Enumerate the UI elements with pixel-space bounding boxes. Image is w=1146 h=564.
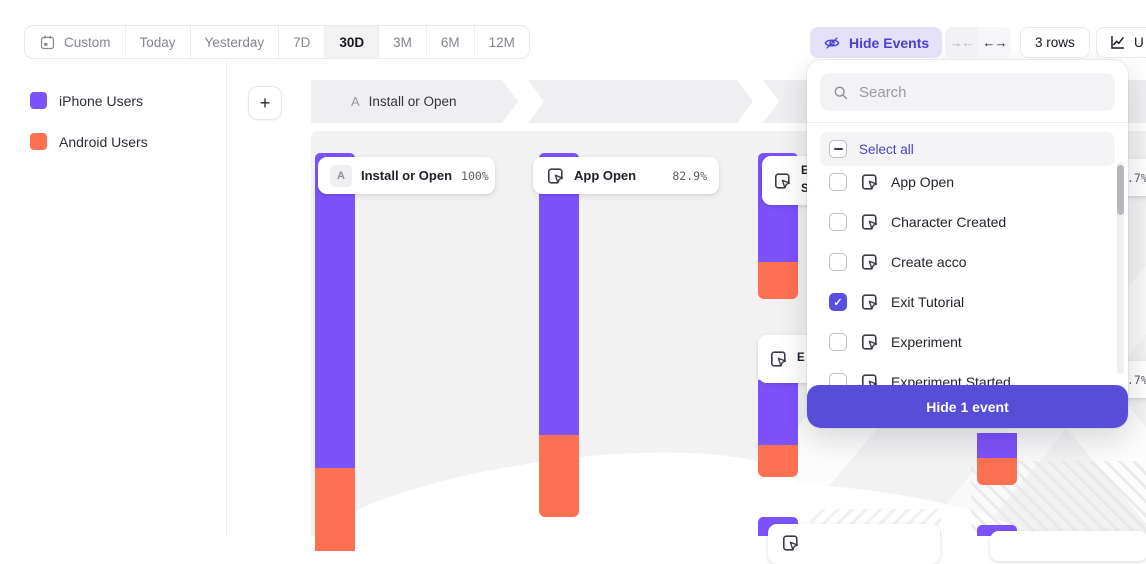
bar-step2[interactable]	[539, 153, 579, 517]
android-swatch	[30, 133, 47, 150]
dropdown-scrollbar-track[interactable]	[1117, 162, 1124, 374]
bar-step3-row2[interactable]	[758, 380, 798, 477]
dropdown-divider	[807, 122, 1128, 123]
step-prefix: A	[351, 94, 360, 109]
range-today[interactable]: Today	[124, 26, 190, 58]
legend-item-iphone: iPhone Users	[30, 92, 143, 109]
event-icon	[768, 349, 788, 369]
eye-off-icon	[823, 34, 841, 52]
bar-step1-iphone	[315, 153, 355, 468]
bar-step4-row3-iphone	[977, 525, 1017, 536]
range-3m[interactable]: 3M	[378, 26, 426, 58]
range-7d[interactable]: 7D	[278, 26, 324, 58]
bar-step2-android	[539, 435, 579, 517]
expand-columns-button[interactable]: ←→	[978, 27, 1011, 58]
bar-step3-row2-iphone	[758, 380, 798, 445]
bar-step3-row2-android	[758, 445, 798, 477]
step-card-two-line-label: E S	[801, 165, 809, 195]
hide-events-dropdown: Select all App Open Character Created Cr…	[807, 60, 1128, 428]
select-all-label: Select all	[859, 141, 914, 157]
event-icon	[859, 292, 879, 312]
step-card-install-or-open[interactable]: A Install or Open 100%	[318, 157, 495, 194]
column-width-toggle: →← ←→	[945, 27, 1011, 58]
bar-step4-row2-android	[977, 458, 1017, 485]
step-card-label-fragment: E	[797, 352, 805, 365]
event-checkbox-0[interactable]	[829, 173, 847, 191]
collapse-icon: →←	[949, 35, 975, 50]
iphone-label: iPhone Users	[59, 92, 144, 109]
dropdown-scrollbar-thumb[interactable]	[1117, 165, 1124, 215]
event-search[interactable]	[820, 73, 1115, 111]
select-all-checkbox[interactable]	[829, 140, 847, 158]
event-icon	[780, 533, 800, 553]
event-icon	[772, 171, 792, 191]
range-30d[interactable]: 30D	[324, 26, 379, 58]
bar-step1-android	[315, 468, 355, 551]
event-checkbox-3[interactable]: ✓	[829, 293, 847, 311]
event-icon	[859, 332, 879, 352]
bar-step4-row3[interactable]	[977, 525, 1017, 536]
add-step-button[interactable]: +	[248, 86, 282, 120]
step-card-row3-col3[interactable]	[768, 524, 940, 564]
step-card-app-open[interactable]: App Open 82.9%	[533, 157, 719, 194]
date-range-bar: Custom Today Yesterday 7D 30D 3M 6M 12M	[24, 25, 530, 59]
hide-events-label: Hide Events	[849, 34, 930, 51]
range-12m[interactable]: 12M	[473, 26, 529, 58]
event-row-experiment[interactable]: Experiment	[807, 322, 1122, 362]
funnel-step-header-1[interactable]: A Install or Open	[311, 80, 518, 123]
range-6m[interactable]: 6M	[425, 26, 474, 58]
event-row-app-open[interactable]: App Open	[807, 162, 1122, 202]
event-checkbox-4[interactable]	[829, 333, 847, 351]
event-icon	[545, 166, 565, 186]
event-icon	[859, 252, 879, 272]
event-checkbox-1[interactable]	[829, 213, 847, 231]
event-row-character-created[interactable]: Character Created	[807, 202, 1122, 242]
legend-item-android: Android Users	[30, 133, 148, 150]
range-yesterday[interactable]: Yesterday	[189, 26, 279, 58]
iphone-swatch	[30, 92, 47, 109]
hide-event-action-button[interactable]: Hide 1 event	[807, 385, 1128, 428]
bar-step2-iphone	[539, 153, 579, 435]
bar-step4-row2[interactable]	[977, 433, 1017, 485]
range-custom-label: Custom	[64, 34, 111, 50]
calendar-icon	[39, 34, 56, 51]
hide-event-action-label: Hide 1 event	[926, 398, 1009, 415]
line-chart-icon	[1109, 34, 1126, 51]
step-card-label: App Open	[574, 168, 637, 183]
event-icon	[859, 172, 879, 192]
collapse-columns-button[interactable]: →←	[945, 27, 978, 58]
step-card-value: 82.9%	[672, 168, 707, 183]
select-all-row[interactable]: Select all	[820, 132, 1115, 166]
bar-step3-row1-android	[758, 262, 798, 299]
range-custom[interactable]: Custom	[25, 26, 125, 58]
sidebar-divider	[226, 62, 227, 536]
funnel-step-header-2[interactable]	[528, 80, 753, 123]
event-row-create-acco[interactable]: Create acco	[807, 242, 1122, 282]
bar-step4-row2-iphone	[977, 433, 1017, 458]
search-input[interactable]	[859, 83, 1103, 101]
search-icon	[832, 84, 849, 101]
chart-view-label: U	[1134, 35, 1144, 50]
event-checkbox-2[interactable]	[829, 253, 847, 271]
step-card-value: 100%	[461, 168, 489, 183]
expand-icon: ←→	[982, 35, 1008, 50]
step-card-label: Install or Open	[361, 168, 453, 183]
event-icon	[859, 212, 879, 232]
step-header-label: Install or Open	[368, 94, 457, 109]
chart-view-button[interactable]: U	[1096, 27, 1146, 58]
event-list: App Open Character Created Create acco ✓…	[807, 162, 1122, 428]
hide-events-button[interactable]: Hide Events	[810, 27, 943, 58]
rows-label: 3 rows	[1035, 35, 1075, 50]
indeterminate-mark	[833, 148, 843, 150]
android-label: Android Users	[59, 133, 148, 150]
step-a-chip: A	[330, 164, 352, 187]
event-row-exit-tutorial[interactable]: ✓ Exit Tutorial	[807, 282, 1122, 322]
bar-step1[interactable]	[315, 153, 355, 551]
rows-button[interactable]: 3 rows	[1020, 27, 1090, 58]
